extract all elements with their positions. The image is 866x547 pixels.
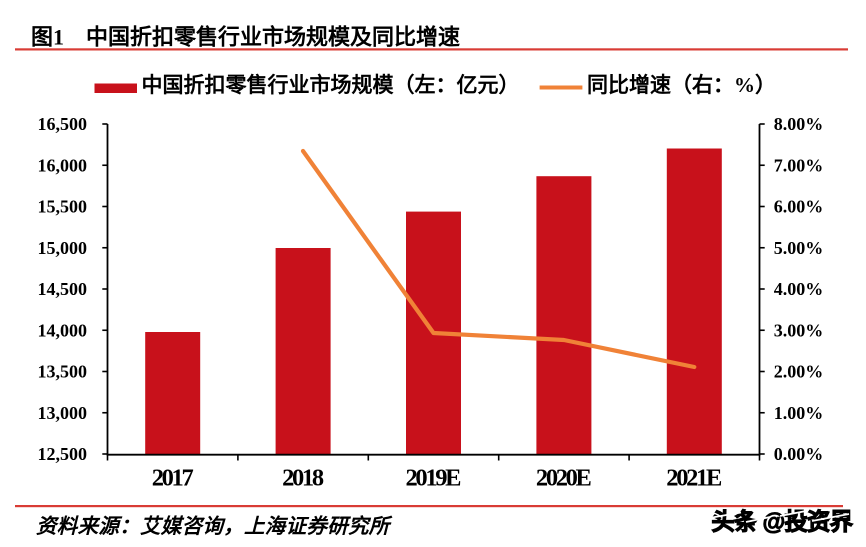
- svg-text:1.00%: 1.00%: [774, 403, 824, 423]
- svg-text:图1 中国折扣零售行业市场规模及同比增速: 图1 中国折扣零售行业市场规模及同比增速: [31, 25, 460, 50]
- svg-text:5.00%: 5.00%: [774, 238, 824, 258]
- svg-text:2017: 2017: [152, 465, 194, 492]
- svg-text:15,000: 15,000: [38, 238, 88, 258]
- svg-text:中国折扣零售行业市场规模（左：亿元）: 中国折扣零售行业市场规模（左：亿元）: [142, 73, 520, 97]
- svg-text:16,500: 16,500: [38, 114, 88, 134]
- svg-text:2018: 2018: [282, 465, 324, 492]
- svg-text:16,000: 16,000: [38, 156, 88, 176]
- svg-text:4.00%: 4.00%: [774, 279, 824, 299]
- svg-text:2020E: 2020E: [536, 465, 592, 492]
- svg-text:3.00%: 3.00%: [774, 321, 824, 341]
- svg-text:12,500: 12,500: [38, 444, 88, 464]
- svg-text:0.00%: 0.00%: [774, 444, 824, 464]
- svg-text:14,500: 14,500: [38, 279, 88, 299]
- svg-text:同比增速（右：%）: 同比增速（右：%）: [587, 73, 776, 97]
- svg-text:14,000: 14,000: [38, 321, 88, 341]
- svg-text:8.00%: 8.00%: [774, 114, 824, 134]
- svg-text:2019E: 2019E: [406, 465, 462, 492]
- svg-text:7.00%: 7.00%: [774, 156, 824, 176]
- svg-text:6.00%: 6.00%: [774, 197, 824, 217]
- svg-text:2021E: 2021E: [666, 465, 722, 492]
- svg-text:13,500: 13,500: [38, 362, 88, 382]
- svg-text:资料来源：艾媒咨询，上海证券研究所: 资料来源：艾媒咨询，上海证券研究所: [36, 515, 393, 538]
- svg-text:13,000: 13,000: [38, 403, 88, 423]
- svg-text:15,500: 15,500: [38, 197, 88, 217]
- svg-text:头条 @投资界: 头条 @投资界: [712, 509, 854, 535]
- svg-text:2.00%: 2.00%: [774, 362, 824, 382]
